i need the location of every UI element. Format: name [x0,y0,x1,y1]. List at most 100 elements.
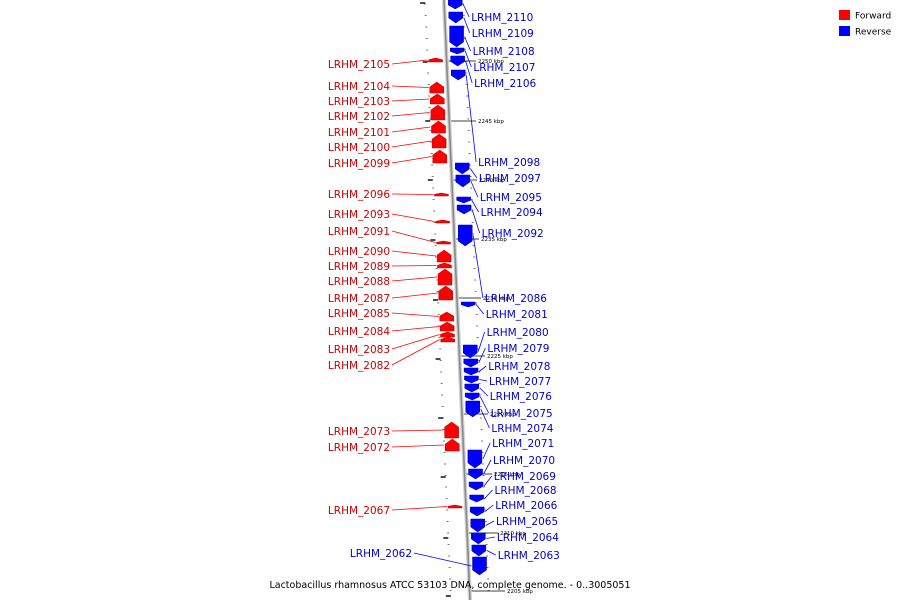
gene-label[interactable]: LRHM_2064 [497,532,559,544]
gene-label[interactable]: LRHM_2074 [491,423,553,435]
gene-reverse[interactable] [448,11,464,24]
gene-reverse[interactable] [451,69,466,81]
gene-label[interactable]: LRHM_2072 [328,442,390,454]
gene-label[interactable]: LRHM_2077 [489,376,551,388]
gene-forward[interactable] [429,81,445,94]
gene-reverse[interactable] [471,532,486,545]
gene-forward[interactable] [445,438,460,452]
gene-label[interactable]: LRHM_2090 [328,246,390,258]
gene-reverse[interactable] [449,47,465,55]
gene-label[interactable]: LRHM_2091 [328,226,390,238]
gene-label[interactable]: LRHM_2075 [491,408,553,420]
gene-forward[interactable] [431,120,446,134]
gene-label[interactable]: LRHM_2108 [473,46,535,58]
gene-label[interactable]: LRHM_2093 [328,209,390,221]
gene-label[interactable]: LRHM_2087 [328,293,390,305]
gene-label[interactable]: LRHM_2110 [471,12,533,24]
label-leader [471,199,479,213]
gene-reverse[interactable] [456,196,471,204]
gene-label[interactable]: LRHM_2084 [328,326,390,338]
gene-label[interactable]: LRHM_2086 [485,293,547,305]
gene-forward[interactable] [438,285,453,301]
gene-label[interactable]: LRHM_2099 [328,158,390,170]
gene-forward[interactable] [435,219,450,224]
gene-forward[interactable] [444,421,459,439]
gene-reverse[interactable] [469,506,485,517]
gene-reverse[interactable] [464,383,480,393]
gene-forward[interactable] [430,93,445,105]
gene-label[interactable]: LRHM_2082 [328,360,390,372]
gene-label[interactable]: LRHM_2089 [328,261,390,273]
gene-label[interactable]: LRHM_2065 [496,516,558,528]
gene-label[interactable]: LRHM_2071 [492,438,554,450]
gene-reverse[interactable] [462,344,478,359]
gene-label[interactable]: LRHM_2070 [493,455,555,467]
gene-label[interactable]: LRHM_2098 [478,157,540,169]
gene-reverse[interactable] [467,449,483,469]
gene-label[interactable]: LRHM_2080 [487,327,549,339]
gene-label[interactable]: LRHM_2095 [480,192,542,204]
gene-label[interactable]: LRHM_2078 [488,361,550,373]
gene-forward[interactable] [447,504,463,509]
gene-label[interactable]: LRHM_2088 [328,276,390,288]
gene-label[interactable]: LRHM_2069 [494,471,556,483]
gene-label[interactable]: LRHM_2067 [328,505,390,517]
gene-reverse[interactable] [457,224,473,247]
gene-reverse[interactable] [464,375,479,384]
gene-forward[interactable] [431,133,447,149]
gene-label[interactable]: LRHM_2107 [473,62,535,74]
gene-reverse[interactable] [468,481,484,491]
gene-reverse[interactable] [449,25,464,48]
gene-reverse[interactable] [465,400,480,418]
gene-label[interactable]: LRHM_2106 [474,78,536,90]
gene-reverse[interactable] [455,162,470,175]
gene-label[interactable]: LRHM_2063 [498,550,560,562]
gene-label[interactable]: LRHM_2102 [328,111,390,123]
gene-label[interactable]: LRHM_2085 [328,308,390,320]
gene-reverse[interactable] [470,518,486,533]
gene-forward[interactable] [436,249,452,263]
gene-reverse[interactable] [460,301,476,308]
gene-label[interactable]: LRHM_2068 [495,485,557,497]
gene-reverse[interactable] [469,494,484,503]
gene-reverse[interactable] [464,392,480,401]
gene-forward[interactable] [437,262,452,269]
gene-reverse[interactable] [468,468,483,480]
gene-reverse[interactable] [447,0,463,10]
gene-label[interactable]: LRHM_2103 [328,96,390,108]
gene-label[interactable]: LRHM_2097 [479,173,541,185]
gene-label[interactable]: LRHM_2076 [490,391,552,403]
gene-label[interactable]: LRHM_2104 [328,81,390,93]
gene-label[interactable]: LRHM_2062 [350,548,412,560]
label-leader [391,276,438,282]
gene-label[interactable]: LRHM_2066 [495,500,557,512]
gene-label[interactable]: LRHM_2073 [328,426,390,438]
gene-reverse[interactable] [455,174,471,188]
gene-label[interactable]: LRHM_2100 [328,142,390,154]
gene-label[interactable]: LRHM_2079 [487,343,549,355]
gene-forward[interactable] [434,192,449,197]
gene-forward[interactable] [430,104,446,121]
gene-forward[interactable] [439,311,454,322]
gene-reverse[interactable] [463,367,479,376]
gene-forward[interactable] [432,149,448,164]
gene-forward[interactable] [436,240,451,245]
gene-label[interactable]: LRHM_2109 [472,28,534,40]
gene-reverse[interactable] [471,544,487,557]
gene-label[interactable]: LRHM_2081 [486,309,548,321]
gene-forward[interactable] [440,336,455,343]
gene-label[interactable]: LRHM_2092 [482,228,544,240]
gene-forward[interactable] [428,57,443,63]
gene-reverse[interactable] [450,55,465,67]
gene-label[interactable]: LRHM_2094 [481,207,543,219]
gene-label[interactable]: LRHM_2105 [328,59,390,71]
gene-label[interactable]: LRHM_2101 [328,127,390,139]
gene-label[interactable]: LRHM_2096 [328,189,390,201]
gene-reverse[interactable] [456,204,472,215]
gene-reverse[interactable] [472,556,487,576]
gene-forward[interactable] [437,268,453,286]
gene-reverse[interactable] [463,358,478,368]
gene-forward[interactable] [440,331,455,338]
gene-label[interactable]: LRHM_2083 [328,344,390,356]
gene-forward[interactable] [439,321,455,332]
